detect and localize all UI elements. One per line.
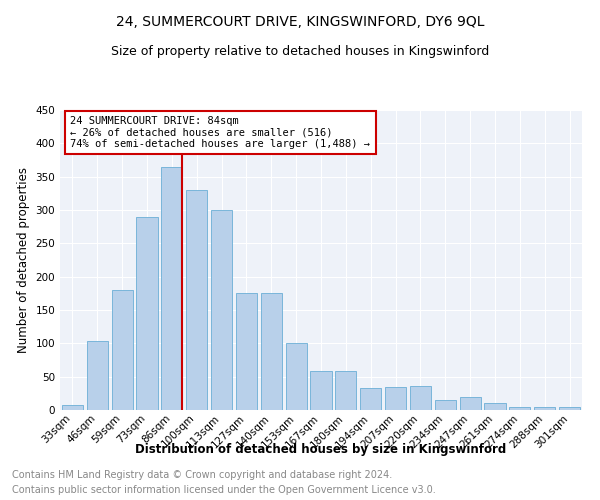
Bar <box>161 166 182 410</box>
Text: 24 SUMMERCOURT DRIVE: 84sqm
← 26% of detached houses are smaller (516)
74% of se: 24 SUMMERCOURT DRIVE: 84sqm ← 26% of det… <box>70 116 370 149</box>
Bar <box>335 372 356 410</box>
Bar <box>136 216 158 410</box>
Bar <box>484 404 506 410</box>
Bar <box>286 344 307 410</box>
Bar <box>360 388 381 410</box>
Bar <box>236 294 257 410</box>
Text: Contains public sector information licensed under the Open Government Licence v3: Contains public sector information licen… <box>12 485 436 495</box>
Bar <box>559 406 580 410</box>
Bar <box>112 290 133 410</box>
Bar <box>186 190 207 410</box>
Bar <box>211 210 232 410</box>
Bar <box>460 398 481 410</box>
Text: Contains HM Land Registry data © Crown copyright and database right 2024.: Contains HM Land Registry data © Crown c… <box>12 470 392 480</box>
Bar <box>62 404 83 410</box>
Bar <box>509 406 530 410</box>
Text: 24, SUMMERCOURT DRIVE, KINGSWINFORD, DY6 9QL: 24, SUMMERCOURT DRIVE, KINGSWINFORD, DY6… <box>116 15 484 29</box>
Y-axis label: Number of detached properties: Number of detached properties <box>17 167 30 353</box>
Bar <box>534 406 555 410</box>
Bar <box>435 400 456 410</box>
Bar <box>410 386 431 410</box>
Bar <box>261 294 282 410</box>
Bar <box>385 386 406 410</box>
Bar <box>87 340 108 410</box>
Bar <box>310 372 332 410</box>
Text: Size of property relative to detached houses in Kingswinford: Size of property relative to detached ho… <box>111 45 489 58</box>
Text: Distribution of detached houses by size in Kingswinford: Distribution of detached houses by size … <box>136 442 506 456</box>
